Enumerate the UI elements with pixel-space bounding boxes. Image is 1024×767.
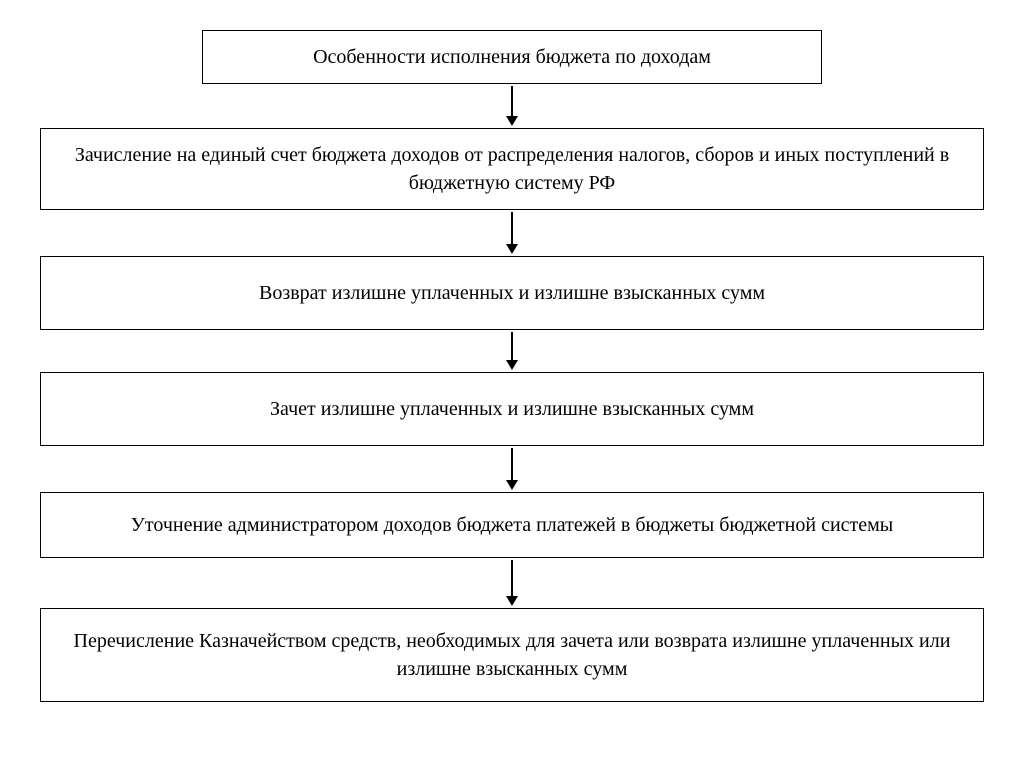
arrow-icon	[506, 86, 518, 126]
flowchart-node-title: Особенности исполнения бюджета по дохода…	[202, 30, 822, 84]
arrow-icon	[506, 560, 518, 606]
flowchart-container: Особенности исполнения бюджета по дохода…	[40, 30, 984, 702]
flowchart-node: Зачет излишне уплаченных и излишне взыск…	[40, 372, 984, 446]
flowchart-node: Зачисление на единый счет бюджета доходо…	[40, 128, 984, 210]
flowchart-node: Уточнение администратором доходов бюджет…	[40, 492, 984, 558]
arrow-icon	[506, 212, 518, 254]
arrow-icon	[506, 448, 518, 490]
arrow-icon	[506, 332, 518, 370]
flowchart-node: Перечисление Казначейством средств, необ…	[40, 608, 984, 702]
flowchart-node: Возврат излишне уплаченных и излишне взы…	[40, 256, 984, 330]
